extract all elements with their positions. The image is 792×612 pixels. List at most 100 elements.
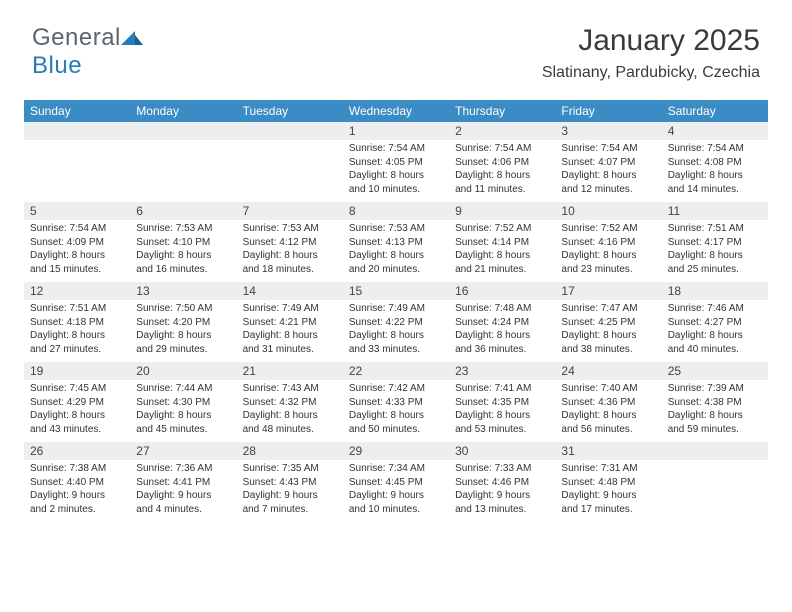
- day-number: 11: [662, 202, 768, 220]
- day-details-cell: Sunrise: 7:39 AMSunset: 4:38 PMDaylight:…: [662, 380, 768, 442]
- sunset-line: Sunset: 4:29 PM: [30, 396, 124, 410]
- day-details: Sunrise: 7:38 AMSunset: 4:40 PMDaylight:…: [24, 460, 130, 522]
- day-number: 30: [449, 442, 555, 460]
- sunset-line: Sunset: 4:35 PM: [455, 396, 549, 410]
- calendar-table: SundayMondayTuesdayWednesdayThursdayFrid…: [24, 100, 768, 522]
- day-number-cell: 21: [237, 362, 343, 380]
- day-details-cell: Sunrise: 7:36 AMSunset: 4:41 PMDaylight:…: [130, 460, 236, 522]
- day-details: Sunrise: 7:43 AMSunset: 4:32 PMDaylight:…: [237, 380, 343, 442]
- sunrise-line: Sunrise: 7:39 AM: [668, 382, 762, 396]
- day-details-cell: Sunrise: 7:53 AMSunset: 4:10 PMDaylight:…: [130, 220, 236, 282]
- daylight-line: Daylight: 8 hours and 45 minutes.: [136, 409, 230, 436]
- day-number-cell: 31: [555, 442, 661, 460]
- day-number-cell: 9: [449, 202, 555, 220]
- day-details-cell: [237, 140, 343, 202]
- day-details: Sunrise: 7:53 AMSunset: 4:13 PMDaylight:…: [343, 220, 449, 282]
- daylight-line: Daylight: 8 hours and 15 minutes.: [30, 249, 124, 276]
- sunset-line: Sunset: 4:40 PM: [30, 476, 124, 490]
- day-details: Sunrise: 7:53 AMSunset: 4:10 PMDaylight:…: [130, 220, 236, 282]
- sunrise-line: Sunrise: 7:40 AM: [561, 382, 655, 396]
- day-number: 4: [662, 122, 768, 140]
- daylight-line: Daylight: 8 hours and 11 minutes.: [455, 169, 549, 196]
- brand-logo: GeneralBlue: [32, 24, 143, 80]
- sunset-line: Sunset: 4:14 PM: [455, 236, 549, 250]
- daylight-line: Daylight: 8 hours and 20 minutes.: [349, 249, 443, 276]
- sunrise-line: Sunrise: 7:52 AM: [455, 222, 549, 236]
- weekday-header: Thursday: [449, 100, 555, 122]
- day-number: [662, 442, 768, 460]
- daylight-line: Daylight: 8 hours and 10 minutes.: [349, 169, 443, 196]
- day-details-cell: [662, 460, 768, 522]
- sunset-line: Sunset: 4:07 PM: [561, 156, 655, 170]
- day-number: 10: [555, 202, 661, 220]
- day-number: 31: [555, 442, 661, 460]
- day-details-cell: Sunrise: 7:46 AMSunset: 4:27 PMDaylight:…: [662, 300, 768, 362]
- day-details: Sunrise: 7:47 AMSunset: 4:25 PMDaylight:…: [555, 300, 661, 362]
- day-details: Sunrise: 7:46 AMSunset: 4:27 PMDaylight:…: [662, 300, 768, 362]
- brand-name-part2: Blue: [32, 52, 82, 79]
- sunrise-line: Sunrise: 7:33 AM: [455, 462, 549, 476]
- day-details: Sunrise: 7:36 AMSunset: 4:41 PMDaylight:…: [130, 460, 236, 522]
- day-number-cell: 17: [555, 282, 661, 300]
- day-number: 2: [449, 122, 555, 140]
- day-details: Sunrise: 7:54 AMSunset: 4:06 PMDaylight:…: [449, 140, 555, 202]
- sunrise-line: Sunrise: 7:53 AM: [243, 222, 337, 236]
- brand-name-part1: General: [32, 24, 121, 51]
- sunrise-line: Sunrise: 7:41 AM: [455, 382, 549, 396]
- sunrise-line: Sunrise: 7:47 AM: [561, 302, 655, 316]
- day-number: 6: [130, 202, 236, 220]
- day-number-cell: 18: [662, 282, 768, 300]
- sunset-line: Sunset: 4:48 PM: [561, 476, 655, 490]
- sunset-line: Sunset: 4:20 PM: [136, 316, 230, 330]
- day-details-cell: Sunrise: 7:33 AMSunset: 4:46 PMDaylight:…: [449, 460, 555, 522]
- sunrise-line: Sunrise: 7:36 AM: [136, 462, 230, 476]
- calendar-head: SundayMondayTuesdayWednesdayThursdayFrid…: [24, 100, 768, 122]
- weekday-header: Monday: [130, 100, 236, 122]
- daylight-line: Daylight: 9 hours and 10 minutes.: [349, 489, 443, 516]
- day-details-cell: Sunrise: 7:54 AMSunset: 4:09 PMDaylight:…: [24, 220, 130, 282]
- sunset-line: Sunset: 4:21 PM: [243, 316, 337, 330]
- day-details-cell: Sunrise: 7:54 AMSunset: 4:08 PMDaylight:…: [662, 140, 768, 202]
- day-number-cell: 28: [237, 442, 343, 460]
- sunset-line: Sunset: 4:18 PM: [30, 316, 124, 330]
- daylight-line: Daylight: 8 hours and 59 minutes.: [668, 409, 762, 436]
- calendar-body: 1234Sunrise: 7:54 AMSunset: 4:05 PMDayli…: [24, 122, 768, 522]
- sunset-line: Sunset: 4:41 PM: [136, 476, 230, 490]
- sunset-line: Sunset: 4:24 PM: [455, 316, 549, 330]
- day-number: 8: [343, 202, 449, 220]
- day-details-cell: Sunrise: 7:53 AMSunset: 4:13 PMDaylight:…: [343, 220, 449, 282]
- sunset-line: Sunset: 4:36 PM: [561, 396, 655, 410]
- sunrise-line: Sunrise: 7:49 AM: [243, 302, 337, 316]
- day-details-cell: Sunrise: 7:51 AMSunset: 4:17 PMDaylight:…: [662, 220, 768, 282]
- day-number-cell: [24, 122, 130, 140]
- daylight-line: Daylight: 8 hours and 36 minutes.: [455, 329, 549, 356]
- sunset-line: Sunset: 4:27 PM: [668, 316, 762, 330]
- day-number: 1: [343, 122, 449, 140]
- day-details-cell: Sunrise: 7:47 AMSunset: 4:25 PMDaylight:…: [555, 300, 661, 362]
- weekday-header: Saturday: [662, 100, 768, 122]
- daylight-line: Daylight: 9 hours and 17 minutes.: [561, 489, 655, 516]
- day-details-cell: Sunrise: 7:54 AMSunset: 4:07 PMDaylight:…: [555, 140, 661, 202]
- daylight-line: Daylight: 8 hours and 56 minutes.: [561, 409, 655, 436]
- day-details: Sunrise: 7:51 AMSunset: 4:17 PMDaylight:…: [662, 220, 768, 282]
- day-number-cell: 13: [130, 282, 236, 300]
- daylight-line: Daylight: 8 hours and 18 minutes.: [243, 249, 337, 276]
- day-details-cell: Sunrise: 7:40 AMSunset: 4:36 PMDaylight:…: [555, 380, 661, 442]
- day-number: 20: [130, 362, 236, 380]
- sunset-line: Sunset: 4:22 PM: [349, 316, 443, 330]
- sunset-line: Sunset: 4:32 PM: [243, 396, 337, 410]
- day-number: 29: [343, 442, 449, 460]
- daylight-line: Daylight: 8 hours and 40 minutes.: [668, 329, 762, 356]
- sunrise-line: Sunrise: 7:48 AM: [455, 302, 549, 316]
- day-number: 24: [555, 362, 661, 380]
- sunrise-line: Sunrise: 7:54 AM: [349, 142, 443, 156]
- day-number-cell: 4: [662, 122, 768, 140]
- day-details: Sunrise: 7:49 AMSunset: 4:21 PMDaylight:…: [237, 300, 343, 362]
- day-details-cell: Sunrise: 7:53 AMSunset: 4:12 PMDaylight:…: [237, 220, 343, 282]
- weekday-header: Friday: [555, 100, 661, 122]
- sunset-line: Sunset: 4:46 PM: [455, 476, 549, 490]
- day-details-cell: Sunrise: 7:52 AMSunset: 4:14 PMDaylight:…: [449, 220, 555, 282]
- sunset-line: Sunset: 4:45 PM: [349, 476, 443, 490]
- day-number-cell: 3: [555, 122, 661, 140]
- day-details-cell: Sunrise: 7:31 AMSunset: 4:48 PMDaylight:…: [555, 460, 661, 522]
